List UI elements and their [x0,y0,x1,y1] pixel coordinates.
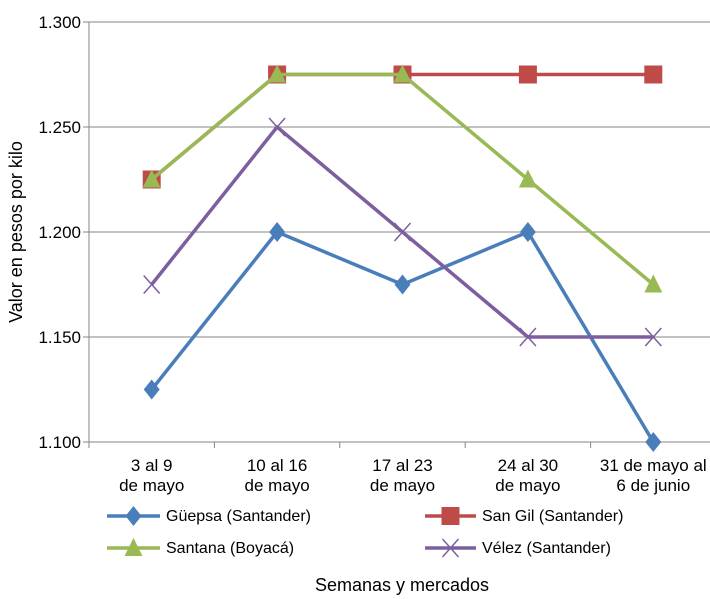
marker-stroke [393,222,412,242]
marker-stroke [441,538,460,558]
data-point [394,274,411,295]
legend-item: Santana (Boyacá) [107,538,294,557]
x-tick-label: 17 al 23 de mayo [370,456,435,495]
x-tick-label: 3 al 9 de mayo [119,456,184,495]
legend-item: San Gil (Santander) [425,507,623,525]
legend-marker [441,538,460,558]
series-0 [143,222,662,452]
legend-label: San Gil (Santander) [482,508,623,525]
data-point [143,379,160,400]
legend-item: Güepsa (Santander) [107,506,311,526]
legend-marker [441,507,460,525]
legend-label: Güepsa (Santander) [166,508,311,525]
legend-marker [124,538,143,556]
tick-labels: 1.100 1.150 1.200 1.250 1.300 3 al 9 de mayo 10… [38,13,706,495]
marker-stroke [268,117,286,137]
y-tick-label: 1.250 [38,118,81,137]
y-tick-label: 1.150 [38,328,81,347]
data-point [143,275,161,294]
y-axis-title: Valor en pesos por kilo [6,141,26,323]
data-point [268,64,287,83]
data-point [644,327,662,347]
axes [83,21,592,448]
x-axis-title: Semanas y mercados [315,575,489,595]
data-point [393,64,412,83]
marker-stroke [143,275,161,294]
legend-label: Santana (Boyacá) [166,540,294,557]
data-point [518,169,537,188]
marker-stroke [644,327,662,347]
x-tick-label: 24 al 30 de mayo [495,456,560,495]
y-tick-label: 1.300 [38,13,81,32]
legend-item: Vélez (Santander) [425,538,611,558]
data-point [518,65,537,84]
legend-marker [125,506,142,526]
data-point [644,65,663,84]
y-tick-label: 1.200 [38,223,81,242]
data-point [645,432,662,452]
marker-stroke [519,327,537,347]
y-tick-label: 1.100 [38,433,81,452]
data-point [269,222,286,242]
series-3 [143,117,662,347]
series-2 [142,64,663,293]
x-tick-label: 10 al 16 de mayo [244,456,309,495]
legend: Güepsa (Santander) San Gil (Santander) San… [107,506,623,558]
legend-label: Vélez (Santander) [482,540,611,557]
data-point [393,222,412,242]
data-point [268,117,286,137]
series-line [150,72,655,286]
series [142,64,663,452]
x-tick-label: 31 de mayo al 6 de junio [600,456,707,495]
data-point [519,327,537,347]
data-point [142,169,161,188]
data-point [644,274,663,293]
data-point [519,222,536,242]
